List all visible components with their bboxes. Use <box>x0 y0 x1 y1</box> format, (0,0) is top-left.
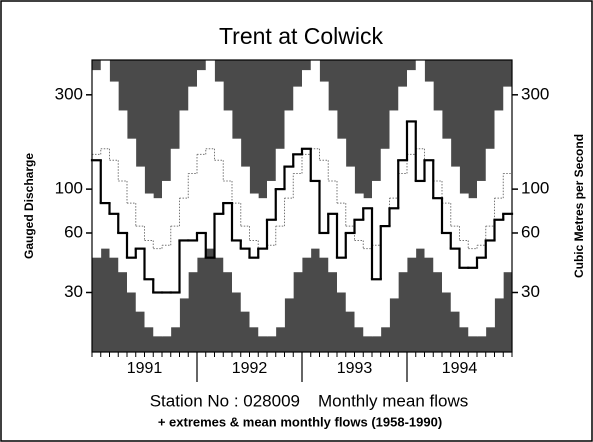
extreme-band <box>197 70 207 258</box>
extreme-band <box>109 81 119 258</box>
extreme-band <box>223 110 233 273</box>
extreme-band <box>275 148 285 328</box>
extreme-band <box>100 60 110 249</box>
extreme-band <box>240 166 250 312</box>
extreme-band <box>232 138 242 293</box>
extreme-band <box>485 148 495 328</box>
extreme-band <box>433 110 443 273</box>
extreme-band <box>118 110 128 273</box>
extreme-band <box>337 138 347 293</box>
extreme-band <box>302 70 312 258</box>
extreme-band <box>170 148 180 328</box>
x-tick-label: 1992 <box>232 360 268 377</box>
extreme-band <box>284 110 294 299</box>
y-axis-label: Gauged Discharge <box>22 153 36 259</box>
x-tick-label: 1994 <box>442 360 478 377</box>
subfooter: + extremes & mean monthly flows (1958-19… <box>158 414 442 429</box>
y-tick-label: 60 <box>64 222 83 241</box>
extreme-band <box>345 166 355 312</box>
extreme-band <box>162 180 172 337</box>
extreme-band <box>372 180 382 337</box>
y2-axis-label: Cubic Metres per Second <box>572 134 586 278</box>
extreme-band <box>205 60 215 249</box>
extreme-band <box>310 60 320 249</box>
y-tick-label: 100 <box>55 179 83 198</box>
y2-tick-label: 100 <box>521 179 549 198</box>
extreme-band <box>249 193 259 328</box>
extreme-band <box>144 193 154 328</box>
station-label: Station No : 028009 <box>150 391 300 410</box>
extreme-band <box>389 110 399 299</box>
chart-title: Trent at Colwick <box>219 23 384 49</box>
extreme-band <box>398 86 408 273</box>
y2-tick-label: 60 <box>521 222 540 241</box>
extreme-band <box>328 110 338 273</box>
extreme-band <box>380 148 390 328</box>
extreme-band <box>494 110 504 299</box>
y-tick-label: 30 <box>64 282 83 301</box>
extreme-band <box>267 180 277 337</box>
y2-tick-label: 30 <box>521 282 540 301</box>
y2-tick-label: 300 <box>521 84 549 103</box>
flow-label: Monthly mean flows <box>318 391 468 410</box>
extreme-band <box>214 81 224 258</box>
extreme-band <box>450 166 460 312</box>
extreme-band <box>135 166 145 312</box>
extreme-band <box>363 198 373 337</box>
extreme-band <box>319 81 329 258</box>
extreme-band <box>503 86 513 273</box>
extreme-band <box>354 193 364 328</box>
x-tick-label: 1991 <box>127 360 163 377</box>
extreme-band <box>424 81 434 258</box>
y-tick-label: 300 <box>55 84 83 103</box>
extreme-band <box>188 86 198 273</box>
x-tick-label: 1993 <box>337 360 373 377</box>
extreme-band <box>293 86 303 273</box>
extreme-band <box>92 70 102 258</box>
extreme-band <box>459 193 469 328</box>
extreme-band <box>127 138 137 293</box>
extreme-band <box>442 138 452 293</box>
extreme-band <box>415 60 425 249</box>
extreme-band <box>179 110 189 299</box>
extreme-band <box>153 198 163 337</box>
extreme-band <box>258 198 268 337</box>
extreme-band <box>407 70 417 258</box>
